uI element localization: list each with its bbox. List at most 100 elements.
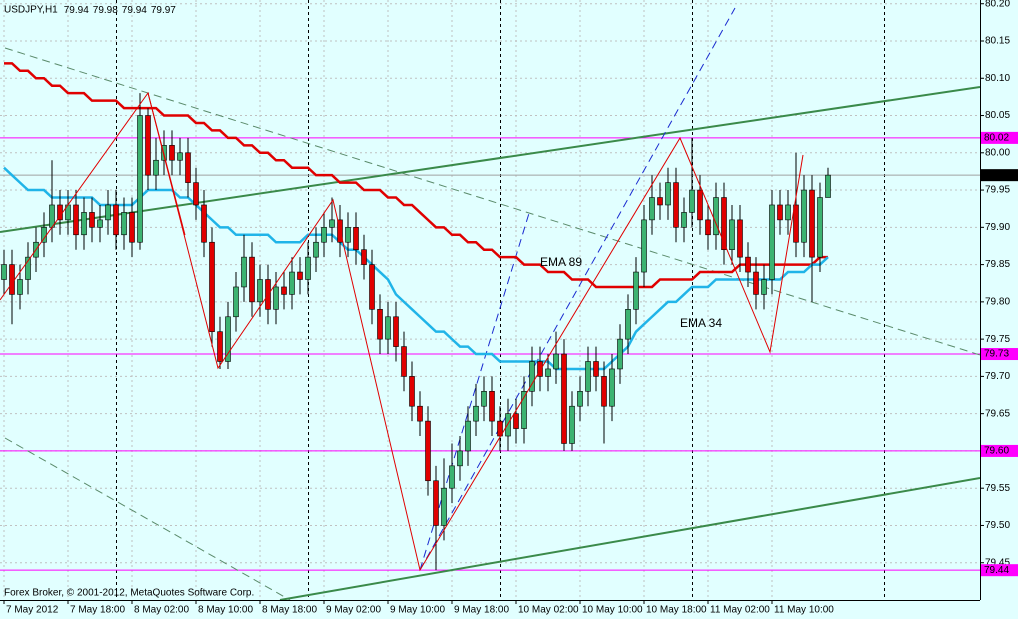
x-tick-label: 10 May 10:00 bbox=[582, 605, 643, 616]
candle-body bbox=[241, 256, 247, 288]
candle-body bbox=[825, 174, 831, 198]
trend-lines bbox=[0, 7, 980, 600]
header-value: 79.94 bbox=[122, 5, 147, 16]
candle-body bbox=[705, 219, 711, 236]
candle-body bbox=[801, 189, 807, 243]
fan-line bbox=[419, 209, 531, 571]
candle-body bbox=[313, 241, 319, 258]
candle-body bbox=[329, 219, 335, 228]
y-tick-label: 80.10 bbox=[985, 73, 1010, 84]
candle-body bbox=[169, 145, 175, 161]
candle-body bbox=[793, 204, 799, 243]
candle-body bbox=[17, 279, 23, 295]
candle-body bbox=[409, 376, 415, 407]
candle-body bbox=[145, 115, 151, 176]
candle-body bbox=[441, 487, 447, 526]
candle-body bbox=[545, 368, 551, 377]
x-tick-label: 7 May 18:00 bbox=[70, 605, 125, 616]
candle-body bbox=[721, 197, 727, 250]
candle-body bbox=[489, 391, 495, 422]
candle-body bbox=[617, 338, 623, 370]
candle-body bbox=[129, 212, 135, 243]
zigzag bbox=[147, 92, 186, 236]
fan-line bbox=[419, 7, 736, 571]
footer: Forex Broker, © 2001-2012, MetaQuotes So… bbox=[4, 588, 254, 599]
level-tag bbox=[981, 131, 1018, 144]
candle-body bbox=[505, 413, 511, 437]
candle-body bbox=[689, 189, 695, 213]
candle-body bbox=[657, 197, 663, 206]
candle-body bbox=[281, 286, 287, 295]
candle-body bbox=[113, 204, 119, 236]
candle-body bbox=[393, 316, 399, 347]
x-tick-label: 10 May 18:00 bbox=[646, 605, 707, 616]
candle-body bbox=[249, 256, 255, 303]
candle-body bbox=[369, 264, 375, 310]
y-tick-label: 80.00 bbox=[985, 147, 1010, 158]
candle-body bbox=[785, 204, 791, 221]
candle-body bbox=[41, 227, 47, 243]
candle-body bbox=[209, 241, 215, 332]
candle-body bbox=[273, 286, 279, 310]
candle-body bbox=[673, 182, 679, 228]
chart-title: USDJPY,H1 bbox=[4, 5, 58, 16]
candle-body bbox=[361, 249, 367, 265]
y-tick-label: 79.95 bbox=[985, 185, 1010, 196]
candle-body bbox=[73, 204, 79, 236]
candle-body bbox=[769, 204, 775, 280]
trend-line bbox=[279, 477, 980, 600]
candle-body bbox=[105, 204, 111, 221]
candle-body bbox=[225, 316, 231, 362]
candle-body bbox=[593, 361, 599, 377]
candle-body bbox=[601, 376, 607, 407]
candle-body bbox=[233, 286, 239, 318]
candle-body bbox=[97, 219, 103, 228]
candle-body bbox=[777, 204, 783, 221]
candle-body bbox=[425, 420, 431, 482]
candle-body bbox=[9, 264, 15, 295]
y-tick-label: 79.75 bbox=[985, 334, 1010, 345]
candle-body bbox=[561, 353, 567, 444]
x-tick-label: 9 May 10:00 bbox=[390, 605, 445, 616]
candle-body bbox=[1, 264, 7, 280]
candle-body bbox=[577, 391, 583, 407]
candle-body bbox=[153, 159, 159, 176]
x-tick-label: 9 May 18:00 bbox=[454, 605, 509, 616]
y-tick-label: 80.20 bbox=[985, 0, 1010, 9]
candle-body bbox=[809, 189, 815, 258]
candle-body bbox=[193, 182, 199, 206]
candle-body bbox=[305, 256, 311, 280]
candle-body bbox=[81, 212, 87, 236]
candle-body bbox=[753, 271, 759, 295]
candle-body bbox=[433, 480, 439, 526]
trend-line bbox=[0, 86, 980, 233]
candle-body bbox=[537, 361, 543, 377]
candle-body bbox=[465, 420, 471, 452]
candle-body bbox=[569, 405, 575, 444]
candle-body bbox=[633, 271, 639, 310]
candle-body bbox=[401, 346, 407, 377]
ema-label: EMA 89 bbox=[540, 255, 582, 269]
candle-body bbox=[713, 197, 719, 236]
price-label: 79.97 bbox=[984, 170, 1009, 181]
y-tick-label: 80.05 bbox=[985, 110, 1010, 121]
candle-body bbox=[385, 316, 391, 340]
candle-body bbox=[609, 368, 615, 407]
candle-body bbox=[497, 420, 503, 437]
candle-body bbox=[121, 212, 127, 236]
y-tick-label: 79.70 bbox=[985, 371, 1010, 382]
candle-body bbox=[585, 361, 591, 392]
ema-line bbox=[4, 62, 828, 289]
candle-body bbox=[257, 279, 263, 303]
candle-body bbox=[641, 219, 647, 273]
candle-body bbox=[649, 197, 655, 221]
candle-body bbox=[697, 189, 703, 221]
candle-body bbox=[217, 331, 223, 362]
candle-body bbox=[353, 227, 359, 250]
y-tick-label: 79.55 bbox=[985, 483, 1010, 494]
channel-line bbox=[4, 437, 291, 600]
candle-body bbox=[89, 212, 95, 228]
candle-body bbox=[473, 405, 479, 422]
y-tick-label: 79.50 bbox=[985, 520, 1010, 531]
